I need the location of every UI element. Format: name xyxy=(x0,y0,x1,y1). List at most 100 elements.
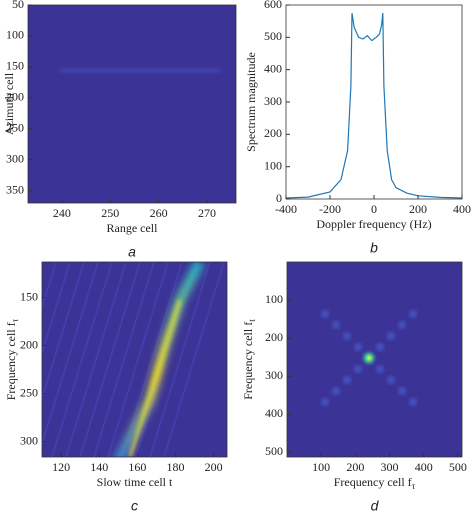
fringe xyxy=(79,262,141,457)
y-tick-label: 150 xyxy=(20,289,38,303)
x-tick-label: 160 xyxy=(128,460,146,474)
fringe xyxy=(163,262,225,457)
panel: 240 250 260 270 50 100 150 200 250 300 350 xyxy=(6,0,237,220)
peak xyxy=(360,349,378,367)
x-tick-label: 140 xyxy=(90,460,108,474)
spectrum-line xyxy=(286,13,462,199)
plot-area xyxy=(287,262,462,457)
lobe xyxy=(387,332,395,340)
panel: 100 200 300 400 500 100 200 300 400 500 xyxy=(265,261,467,474)
lobe xyxy=(409,398,417,406)
lobe xyxy=(343,376,351,384)
y-tick-label: 300 xyxy=(265,368,283,382)
fringe xyxy=(93,262,155,457)
x-tick-label: 240 xyxy=(53,206,71,220)
y-axis-label: Azimuth cell xyxy=(2,72,16,135)
background xyxy=(286,5,462,199)
x-axis-label: Slow time cell t xyxy=(97,475,173,489)
lobe xyxy=(354,365,362,373)
y-axis-label: Frequency cell ft xyxy=(241,319,257,400)
y-axis-label-subscript: t xyxy=(247,319,257,322)
x-axis-label: Doppler frequency (Hz) xyxy=(316,217,431,231)
x-tick-label: 180 xyxy=(167,460,185,474)
y-tick-label: 250 xyxy=(6,121,24,135)
x-tick-label: 270 xyxy=(198,206,216,220)
plot-area xyxy=(42,262,227,457)
y-tick-label: 100 xyxy=(265,292,283,306)
lobe xyxy=(343,332,351,340)
x-tick-label: 0 xyxy=(371,202,377,216)
lobe xyxy=(398,321,406,329)
y-axis-label: Frequency cell fτ xyxy=(4,318,20,400)
y-tick-label: 200 xyxy=(264,126,282,140)
x-tick-label: 260 xyxy=(150,206,168,220)
x-tick-label: 200 xyxy=(409,202,427,216)
y-tick-label: 100 xyxy=(6,28,24,42)
x-tick-label: 400 xyxy=(415,460,433,474)
axes-box xyxy=(41,261,228,458)
x-axis-label: Range cell xyxy=(107,221,159,235)
y-axis-label-subscript: τ xyxy=(10,318,20,322)
lobe xyxy=(387,376,395,384)
y-tick-label: 200 xyxy=(265,330,283,344)
lobe xyxy=(321,310,329,318)
x-tick-label: -400 xyxy=(275,202,297,216)
y-tick-label: 500 xyxy=(265,444,283,458)
x-tick-label: 500 xyxy=(449,460,467,474)
y-tick-label: 50 xyxy=(12,0,24,11)
y-tick-label: 300 xyxy=(264,94,282,108)
ridge-core xyxy=(128,299,182,457)
x-axis-label-subscript: τ xyxy=(412,481,416,491)
lobe xyxy=(398,387,406,395)
fringe xyxy=(107,262,169,457)
y-tick-label: 600 xyxy=(264,0,282,11)
background xyxy=(28,5,236,203)
y-tick-label: 400 xyxy=(264,61,282,75)
lobe xyxy=(376,365,384,373)
y-tick-label: 100 xyxy=(264,158,282,172)
lobe xyxy=(354,343,362,351)
panel: 120 140 160 180 200 150 200 250 300 xyxy=(20,261,228,474)
plot-area xyxy=(28,5,236,203)
fringe xyxy=(42,262,85,402)
x-tick-label: 100 xyxy=(312,460,330,474)
fringe xyxy=(51,262,113,457)
axes-box xyxy=(286,261,463,458)
x-tick-label: 200 xyxy=(346,460,364,474)
plot-area xyxy=(286,5,462,199)
fringe xyxy=(149,262,211,457)
fringe xyxy=(65,262,127,457)
x-tick-label: -200 xyxy=(319,202,341,216)
y-tick-label: 200 xyxy=(20,337,38,351)
lobe xyxy=(332,387,340,395)
panel-caption: a xyxy=(128,244,136,260)
y-axis-label-text: Frequency cell f xyxy=(4,322,18,400)
y-tick-label: 250 xyxy=(20,385,38,399)
x-axis-label-text: Frequency cell f xyxy=(334,475,412,489)
y-axis-label: Spectrum magnitude xyxy=(244,52,258,152)
panel-caption: d xyxy=(371,498,380,514)
panel-caption: c xyxy=(131,498,138,514)
fringe xyxy=(42,262,99,448)
lobe xyxy=(332,321,340,329)
y-tick-label: 350 xyxy=(6,182,24,196)
lobe xyxy=(321,398,329,406)
lobe xyxy=(376,343,384,351)
y-axis-label-text: Frequency cell f xyxy=(241,322,255,400)
x-tick-label: 250 xyxy=(101,206,119,220)
panel-caption: b xyxy=(370,240,378,256)
y-tick-label: 150 xyxy=(6,59,24,73)
y-tick-label: 400 xyxy=(265,406,283,420)
x-tick-label: 300 xyxy=(381,460,399,474)
y-tick-label: 500 xyxy=(264,29,282,43)
y-tick-label: 0 xyxy=(276,191,282,205)
fringe xyxy=(42,262,57,311)
lobe xyxy=(409,310,417,318)
x-tick-label: 120 xyxy=(52,460,70,474)
fringe xyxy=(42,262,71,357)
x-tick-label: 400 xyxy=(453,202,471,216)
axes-box xyxy=(27,4,237,204)
x-axis-label: Frequency cell fτ xyxy=(334,475,416,491)
x-tick-label: 200 xyxy=(205,460,223,474)
